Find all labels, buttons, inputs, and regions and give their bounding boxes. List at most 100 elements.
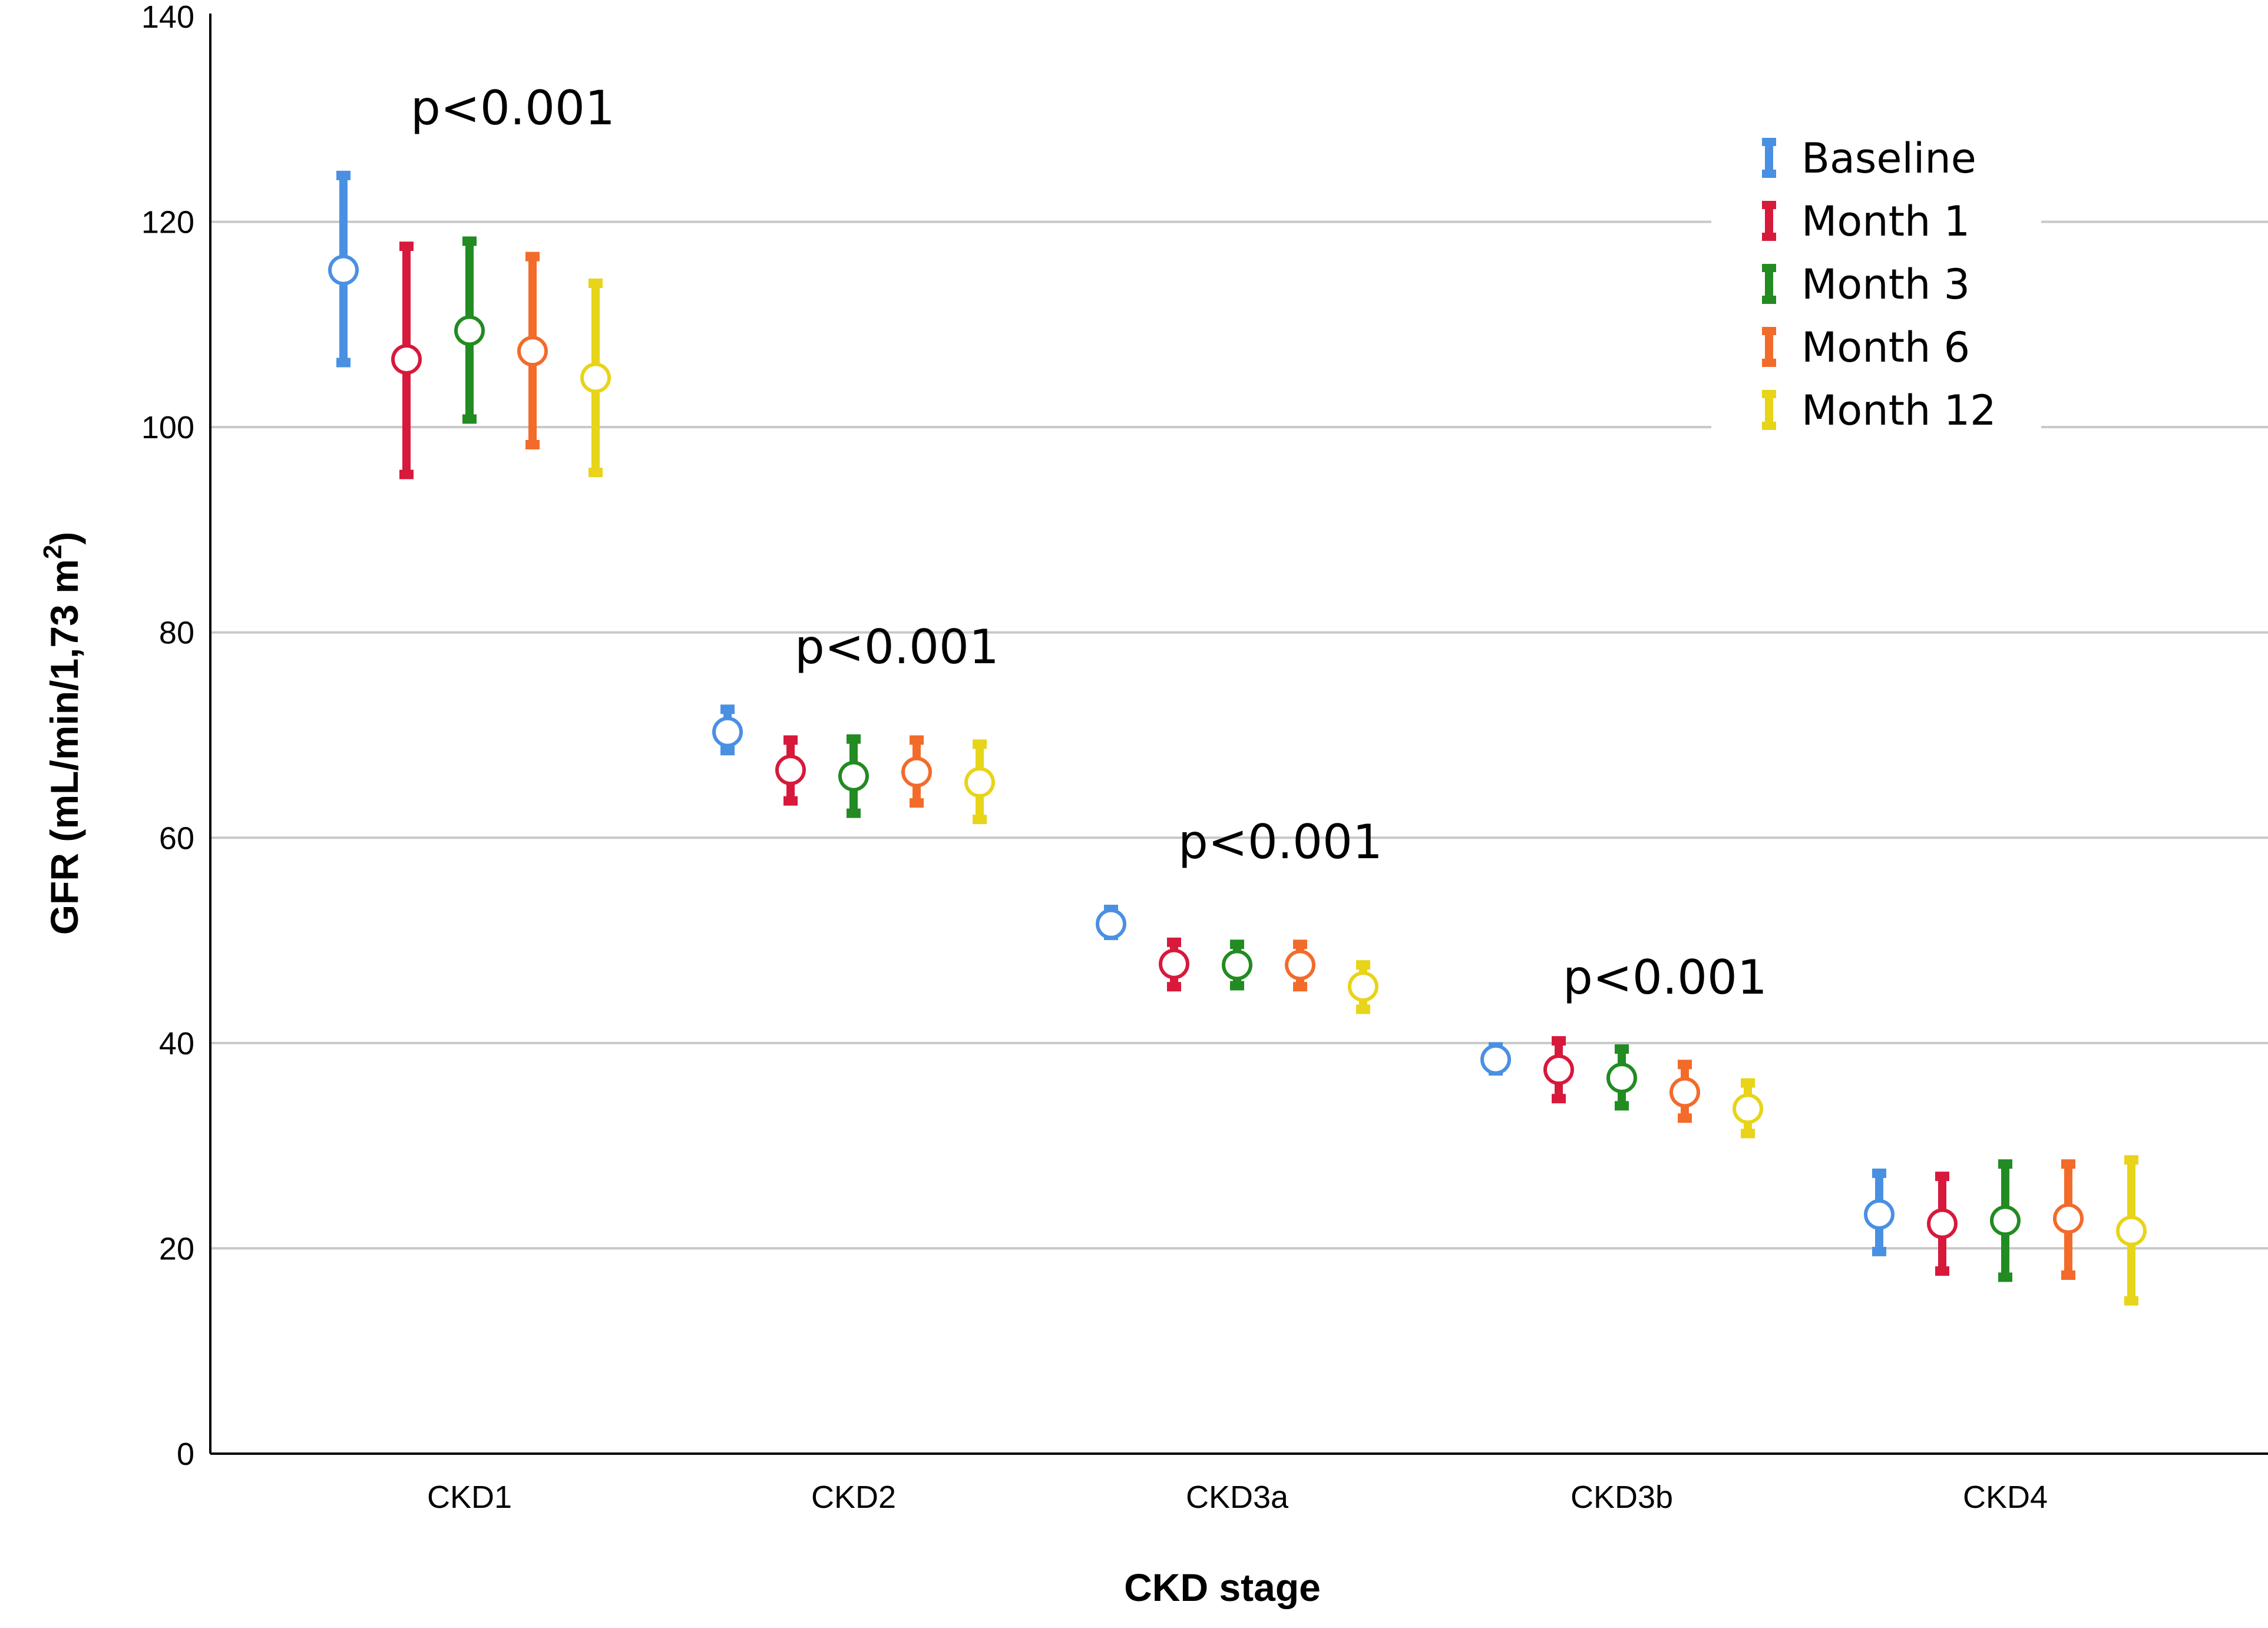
errorbar-baseline-ckd3b <box>1480 1042 1511 1076</box>
errorbar-month-6-ckd1 <box>517 252 548 449</box>
mean-marker <box>1864 1199 1895 1230</box>
y-axis-title-superscript: 2 <box>38 545 67 559</box>
x-tick-label-ckd4: CKD4 <box>1963 1480 2048 1515</box>
errorbar-cap-bottom <box>1167 982 1181 992</box>
legend-label-month-1: Month 1 <box>1801 197 1970 246</box>
mean-marker <box>1480 1044 1511 1075</box>
legend-label-month-3: Month 3 <box>1801 260 1970 309</box>
legend-swatch-cap-top <box>1762 390 1776 398</box>
errorbar-cap-bottom <box>399 469 414 479</box>
errorbar-cap-top <box>1356 960 1370 970</box>
errorbar-cap-top <box>2124 1155 2138 1165</box>
errorbar-cap-top <box>589 278 603 288</box>
errorbar-cap-top <box>1998 1159 2012 1169</box>
y-axis-title-close: ) <box>42 532 86 545</box>
mean-marker <box>1096 908 1126 939</box>
errorbar-cap-top <box>1230 939 1244 949</box>
mean-marker <box>328 254 359 286</box>
p-value-annotation-1: p<0.001 <box>795 620 999 674</box>
legend-item-month-3: Month 3 <box>1762 260 1970 309</box>
errorbar-cap-top <box>1293 939 1307 949</box>
mean-marker <box>1543 1054 1574 1086</box>
mean-marker <box>2053 1203 2084 1234</box>
x-axis-title: CKD stage <box>1124 1566 1321 1609</box>
errorbar-month-3-ckd3a <box>1222 939 1252 991</box>
mean-marker <box>1222 949 1252 981</box>
errorbar-month-3-ckd2 <box>838 734 869 818</box>
mean-marker <box>964 767 995 798</box>
x-tick-label-ckd1: CKD1 <box>427 1480 512 1515</box>
errorbar-cap-top <box>720 704 735 714</box>
errorbar-cap-bottom <box>1935 1266 1949 1276</box>
errorbar-cap-bottom <box>2061 1270 2075 1280</box>
errorbar-cap-top <box>1872 1168 1886 1178</box>
errorbar-cap-bottom <box>1230 981 1244 991</box>
y-tick-label-40: 40 <box>159 1026 194 1061</box>
errorbar-cap-top <box>399 241 414 252</box>
errorbar-cap-bottom <box>1552 1094 1566 1104</box>
legend-swatch-cap-bottom <box>1762 359 1776 367</box>
errorbar-month-12-ckd4 <box>2116 1155 2147 1306</box>
errorbar-cap-top <box>1935 1172 1949 1182</box>
error-bars <box>328 170 2147 1306</box>
errorbar-month-6-ckd2 <box>901 735 932 808</box>
errorbar-month-12-ckd1 <box>580 278 611 478</box>
errorbar-cap-top <box>847 734 861 744</box>
legend-item-month-6: Month 6 <box>1762 323 1970 372</box>
mean-marker <box>1159 948 1189 980</box>
errorbar-cap-top <box>336 170 351 180</box>
p-value-annotation-2: p<0.001 <box>1178 815 1383 869</box>
errorbar-cap-bottom <box>589 468 603 478</box>
x-tick-label-ckd3b: CKD3b <box>1571 1480 1673 1515</box>
errorbar-baseline-ckd3a <box>1096 905 1126 941</box>
errorbar-cap-bottom <box>1678 1113 1692 1123</box>
p-value-annotation-3: p<0.001 <box>1563 950 1767 1005</box>
errorbar-cap-bottom <box>1293 982 1307 992</box>
errorbar-cap-top <box>910 735 924 745</box>
mean-marker <box>1348 971 1378 1002</box>
errorbar-month-6-ckd3a <box>1285 939 1315 992</box>
mean-marker <box>1733 1093 1763 1124</box>
x-tick-labels: CKD1 CKD2 CKD3a CKD3b CKD4 <box>427 1480 2048 1515</box>
errorbar-cap-bottom <box>973 815 987 825</box>
errorbar-cap-top <box>1678 1060 1692 1070</box>
errorbar-cap-bottom <box>525 440 540 449</box>
errorbar-month-3-ckd4 <box>1990 1159 2021 1282</box>
errorbar-month-12-ckd2 <box>964 739 995 825</box>
errorbar-cap-top <box>1741 1078 1755 1088</box>
y-tick-label-140: 140 <box>141 0 194 35</box>
legend-swatch-cap-bottom <box>1762 233 1776 241</box>
mean-marker <box>580 362 611 393</box>
mean-marker <box>1927 1208 1958 1239</box>
legend-label-month-12: Month 12 <box>1801 386 1996 435</box>
errorbar-month-6-ckd4 <box>2053 1159 2084 1280</box>
legend-swatch-cap-top <box>1762 201 1776 209</box>
errorbar-baseline-ckd1 <box>328 170 359 368</box>
legend-swatch-cap-top <box>1762 327 1776 335</box>
errorbar-month-1-ckd3a <box>1159 937 1189 992</box>
errorbar-cap-top <box>973 739 987 749</box>
errorbar-cap-bottom <box>336 358 351 368</box>
mean-marker <box>1606 1063 1637 1094</box>
errorbar-cap-top <box>783 735 798 745</box>
errorbar-baseline-ckd2 <box>712 704 743 756</box>
y-tick-labels: 0 20 40 60 80 100 120 140 <box>141 0 194 1472</box>
errorbar-month-12-ckd3b <box>1733 1078 1763 1139</box>
mean-marker <box>712 716 743 747</box>
y-tick-label-60: 60 <box>159 820 194 856</box>
p-value-annotation-0: p<0.001 <box>411 81 615 135</box>
mean-marker <box>1285 949 1315 981</box>
errorbar-month-12-ckd3a <box>1348 960 1378 1014</box>
errorbar-cap-bottom <box>720 746 735 756</box>
legend-item-baseline: Baseline <box>1762 134 1976 183</box>
mean-marker <box>901 756 932 787</box>
errorbar-cap-bottom <box>1615 1101 1629 1111</box>
legend-swatch-cap-bottom <box>1762 170 1776 178</box>
y-tick-label-20: 20 <box>159 1231 194 1266</box>
mean-marker <box>775 755 806 786</box>
errorbar-month-1-ckd4 <box>1927 1172 1958 1276</box>
errorbar-cap-bottom <box>783 796 798 806</box>
axes <box>209 14 2268 1455</box>
y-axis-title-main: GFR (mL/min/1,73 m <box>42 559 86 935</box>
errorbar-month-1-ckd1 <box>391 241 422 479</box>
